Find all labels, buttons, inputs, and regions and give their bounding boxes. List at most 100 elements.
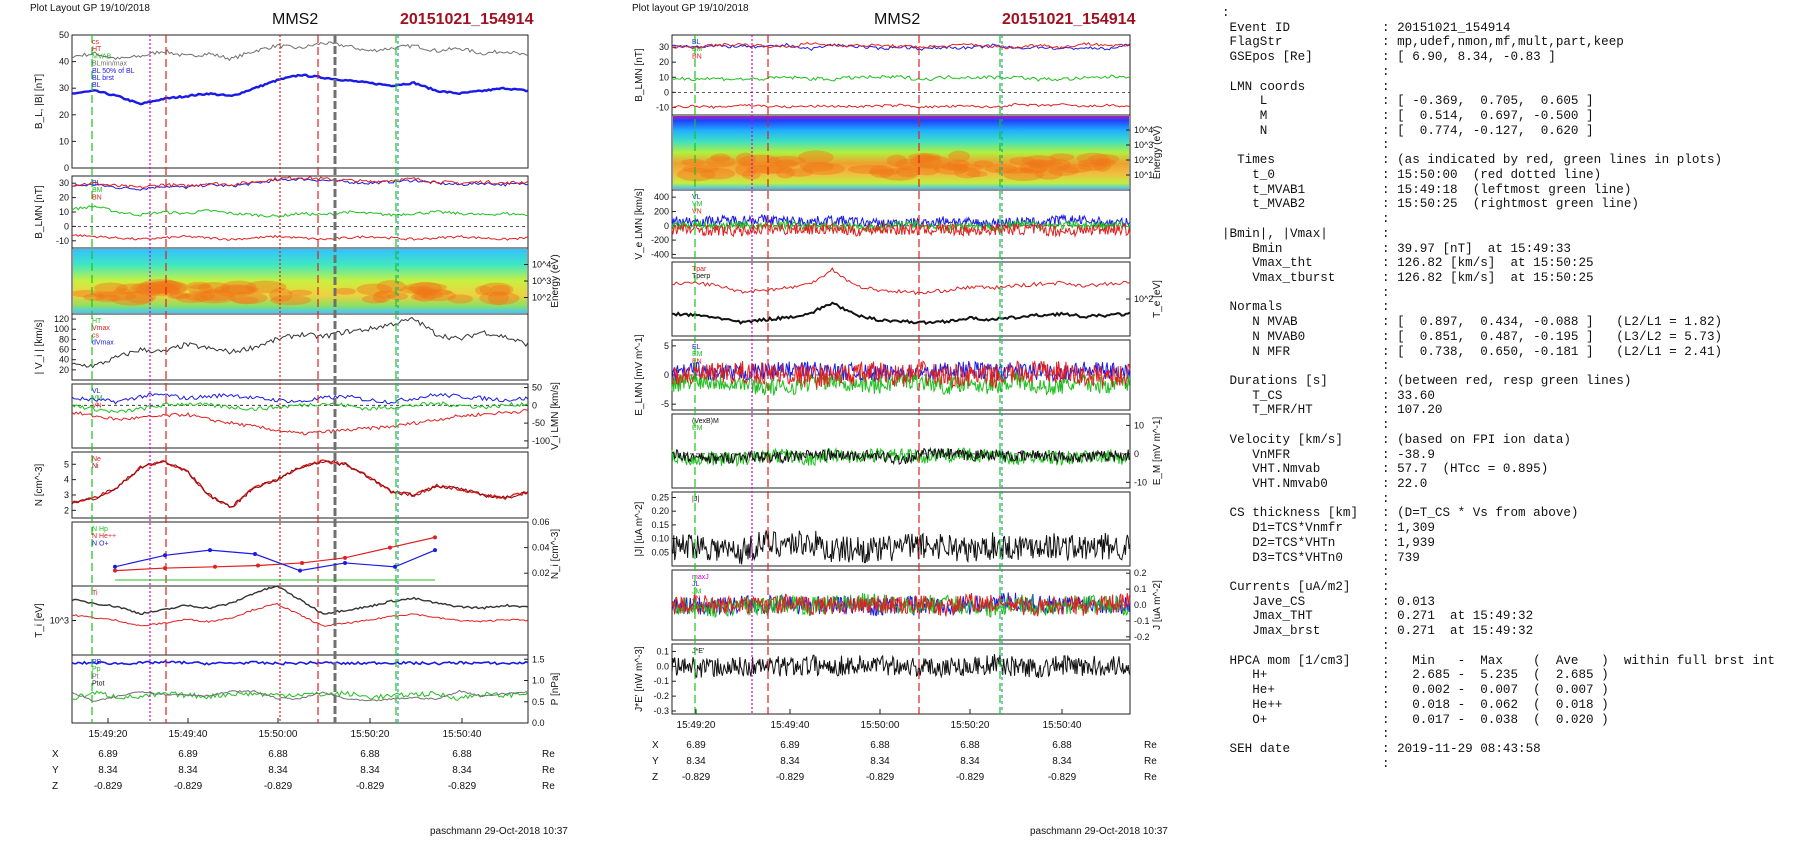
- y-tick-label: 40: [59, 355, 69, 365]
- spectrogram-hotspot: [83, 293, 106, 301]
- position-value: 8.34: [870, 756, 890, 767]
- y-tick-label: 0.15: [651, 520, 669, 530]
- y-tick-label: -10: [56, 236, 69, 246]
- x-tick-label: 15:50:00: [861, 720, 900, 731]
- spectrogram-hotspot: [220, 280, 257, 295]
- spectrogram-hotspot: [908, 152, 942, 162]
- y-tick-label: 0.05: [651, 547, 669, 557]
- spectrogram-hotspot: [947, 163, 984, 172]
- summary-row: FlagStr: mp,udef,nmon,mf,mult,part,keep: [1222, 35, 1800, 50]
- panel-0: 0 10 20 30 40 50 B_L, |B| [nT] csHTMVABBLmin/ma…: [34, 30, 529, 173]
- spectrogram-hotspot: [200, 288, 233, 302]
- spacecraft-label: MMS2: [874, 11, 920, 28]
- spectrogram-hotspot: [914, 153, 936, 164]
- series-BM: [71, 205, 529, 219]
- position-value: -0.829: [866, 772, 895, 783]
- y-axis-label: T_i [eV]: [34, 603, 45, 638]
- spectrogram-hotspot: [184, 291, 215, 302]
- y-tick-label: 10: [59, 207, 69, 217]
- y-tick-label: 0.10: [651, 534, 669, 544]
- summary-value: : 22.0: [1382, 477, 1428, 491]
- series-BN: [71, 234, 529, 241]
- spectrogram-hotspot: [219, 285, 259, 295]
- summary-row: D3=TCS*VHTn0 : 739: [1222, 551, 1800, 566]
- point-N-O+: [298, 568, 302, 573]
- summary-value: : 15:50:25 (rightmost green line): [1382, 197, 1639, 212]
- summary-key: VHT.Nmvab: [1222, 462, 1321, 477]
- point-N-He++: [343, 555, 347, 560]
- spectrogram-hotspot: [409, 281, 443, 295]
- spectrogram-hotspot: [914, 164, 940, 176]
- y-tick-label: 10^3: [1134, 140, 1153, 150]
- summary-value: : 739: [1382, 550, 1420, 565]
- point-N-O+: [433, 548, 437, 553]
- spectrogram-hotspot: [681, 158, 706, 166]
- position-value: 6.88: [960, 740, 980, 751]
- position-value: 8.34: [178, 765, 198, 776]
- spectrogram-hotspot: [147, 281, 175, 295]
- summary-key: D3=TCS*VHTn0: [1222, 550, 1343, 565]
- summary-row: M: [ 0.514, 0.697, -0.500 ]: [1222, 109, 1800, 124]
- summary-value: : 0.013: [1382, 594, 1435, 609]
- position-row-label: X: [652, 740, 659, 751]
- summary-row: Times: (as indicated by red, green lines…: [1222, 153, 1800, 168]
- series-Tpar: [671, 266, 1131, 296]
- series-EL: [671, 360, 1131, 383]
- position-value: -0.829: [776, 772, 805, 783]
- summary-row: t_MVAB1: 15:49:18 (leftmost green line): [1222, 183, 1800, 198]
- point-N-He++: [388, 545, 392, 550]
- spectrogram-hotspot: [802, 162, 846, 175]
- summary-key: VHT.Nmvab0: [1222, 477, 1328, 491]
- position-unit: Re: [542, 765, 555, 776]
- spectrogram-hotspot: [910, 154, 942, 169]
- y-tick-label: 100: [54, 324, 69, 334]
- point-N-He++: [433, 535, 437, 540]
- summary-row: VHT.Nmvab: 57.7 (HTcc = 0.895): [1222, 462, 1800, 477]
- legend-entry: JN: [692, 596, 701, 603]
- spectrogram-hotspot: [169, 291, 189, 299]
- x-tick-label: 15:50:40: [1043, 720, 1082, 731]
- summary-key: :: [1222, 6, 1230, 20]
- position-value: 6.89: [780, 740, 800, 751]
- y-axis-label: B_LMN [nT]: [34, 185, 45, 239]
- spectrogram-hotspot: [1077, 159, 1109, 167]
- summary-key: t_MVAB2: [1222, 197, 1306, 212]
- legend-entry: N O+: [92, 540, 109, 547]
- summary-value: :: [1382, 638, 1390, 653]
- summary-value: : 2019-11-29 08:43:58: [1382, 741, 1541, 756]
- series-Pp: [71, 690, 529, 701]
- spectrogram-hotspot: [735, 152, 756, 167]
- y-tick-label: 10^2: [1134, 155, 1153, 165]
- y-tick-label: 20: [59, 193, 69, 203]
- legend-entry: cs: [92, 332, 100, 339]
- spectrogram-hotspot: [447, 294, 473, 304]
- summary-row: H+: 2.685 - 5.235 ( 2.685 ): [1222, 668, 1800, 683]
- summary-key: LMN coords: [1222, 79, 1306, 94]
- legend-entry: VM: [692, 201, 703, 208]
- spectrogram-hotspot: [767, 156, 806, 166]
- summary-value: :: [1382, 756, 1390, 771]
- series-VeN: [671, 221, 1131, 239]
- panel-frame: [71, 451, 529, 519]
- y-tick-label: -0.2: [1134, 632, 1150, 642]
- summary-key: GSEpos [Re]: [1222, 50, 1313, 65]
- spectrogram-hotspot: [175, 293, 209, 304]
- summary-key: FlagStr: [1222, 35, 1283, 50]
- point-N-O+: [343, 560, 347, 565]
- summary-key: Velocity [km/s]: [1222, 432, 1343, 447]
- summary-key: Event ID: [1222, 20, 1291, 35]
- spectrogram-hotspot: [139, 279, 183, 294]
- spectrogram-hotspot: [187, 284, 214, 295]
- position-value: -0.829: [1048, 772, 1077, 783]
- spectrogram-hotspot: [197, 282, 231, 294]
- spectrogram-hotspot: [1057, 163, 1092, 174]
- summary-key: T_MFR/HT: [1222, 403, 1313, 418]
- legend-entry: BN: [692, 53, 702, 60]
- panel-frame: [71, 34, 529, 169]
- summary-value: : 126.82 [km/s] at 15:50:25: [1382, 270, 1594, 285]
- spectrogram-hotspot: [159, 279, 178, 290]
- spectrogram-hotspot: [947, 159, 970, 169]
- summary-key: N MVAB: [1222, 315, 1298, 330]
